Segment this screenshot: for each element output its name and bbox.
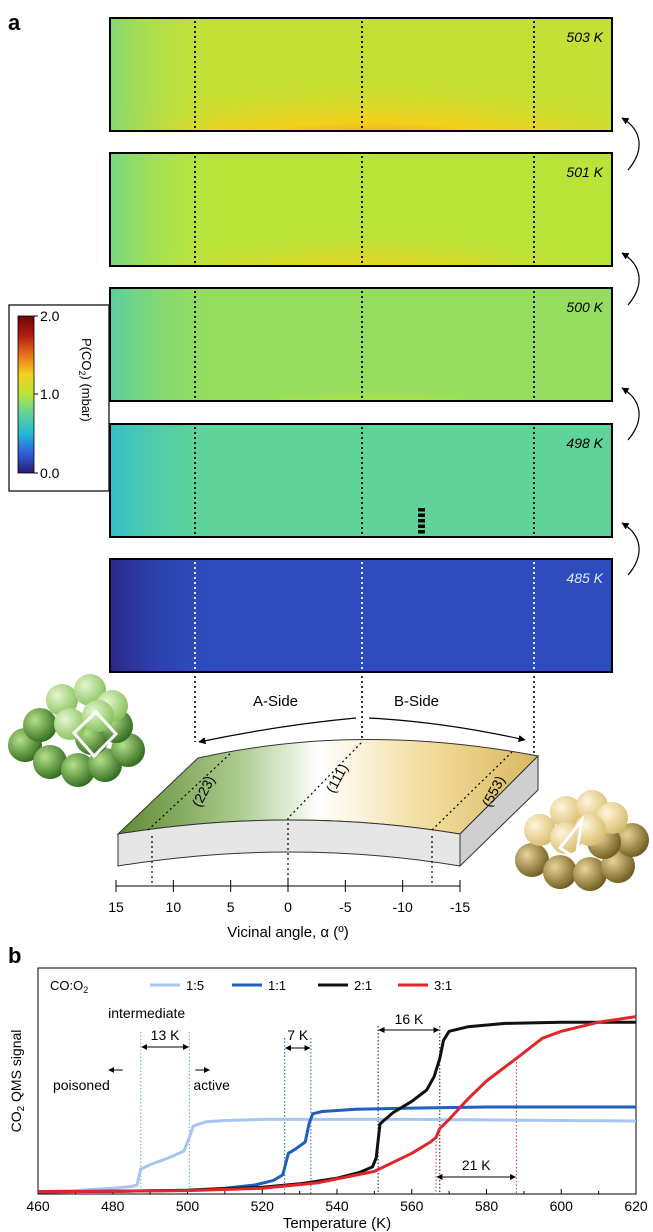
vicinal-angle-axis: 15 10 5 0 -5 -10 -15 Vicinal angle, α (º) (108, 880, 470, 941)
vicinal-tick-label: 15 (108, 899, 124, 915)
x-tick-label: 580 (475, 1198, 499, 1214)
vicinal-tick-label: -10 (393, 899, 413, 915)
vicinal-tick-label: 0 (284, 899, 292, 915)
pressure-map-503k: 503 K (109, 17, 613, 132)
side-a-label: A-Side (253, 693, 298, 710)
vicinal-tick-label: 5 (227, 899, 235, 915)
colorbar-min-label: 0.0 (40, 465, 60, 481)
annotation-16k: 16 K (395, 1011, 424, 1027)
colorbar-title: P(CO2) (mbar) (77, 338, 94, 422)
a-side-step-model (8, 674, 145, 787)
marker-dash (418, 524, 425, 528)
pressure-map-500k: 500 K (109, 287, 613, 402)
legend-entry: 1:1 (268, 978, 286, 993)
map-temperature-label: 503 K (566, 29, 603, 45)
vicinal-tick-label: -5 (339, 899, 352, 915)
x-tick-label: 460 (26, 1198, 50, 1214)
alignment-lines (194, 676, 535, 756)
co2-qms-chart: 460 480 500 520 540 560 580 600 620 intermediate… (8, 967, 648, 1232)
marker-dash (418, 519, 425, 523)
legend: CO:O2 1:5 1:1 2:1 3:1 (50, 978, 452, 995)
x-tick-label: 560 (400, 1198, 424, 1214)
annotation-active: active (193, 1077, 230, 1093)
series-line-1-5 (37, 1117, 637, 1194)
legend-entry: 1:5 (186, 978, 204, 993)
x-tick-label: 480 (101, 1198, 125, 1214)
x-axis-label: Temperature (K) (283, 1215, 391, 1232)
panel-b-label: b (8, 943, 21, 968)
annotation-poisoned: poisoned (53, 1077, 110, 1093)
vicinal-axis-label: Vicinal angle, α (º) (227, 924, 348, 941)
side-a-arrow (198, 717, 357, 745)
pressure-map-485k: 485 K (109, 558, 613, 673)
x-tick-label: 600 (550, 1198, 574, 1214)
series-line-3-1 (37, 1015, 637, 1194)
marker-dash (418, 513, 425, 517)
colorbar: 2.0 1.0 0.0 P(CO2) (mbar) (8, 304, 110, 492)
x-tick-label: 500 (176, 1198, 200, 1214)
map-temperature-label: 498 K (566, 435, 603, 451)
y-axis-label: CO2 QMS signal (8, 1030, 27, 1133)
marker-dash (418, 530, 425, 534)
side-b-arrow (368, 717, 526, 743)
legend-title: CO:O2 (50, 978, 88, 995)
legend-entry: 2:1 (354, 978, 372, 993)
annotation-21k: 21 K (462, 1157, 491, 1173)
map-temperature-label: 501 K (566, 164, 603, 180)
colorbar-mid-label: 1.0 (40, 386, 60, 402)
side-b-label: B-Side (394, 693, 439, 710)
colorbar-gradient (17, 315, 35, 474)
pressure-map-501k: 501 K (109, 152, 613, 267)
progression-arrows (621, 117, 640, 576)
colorbar-max-label: 2.0 (40, 308, 60, 324)
panel-a-label: a (8, 10, 21, 35)
map-temperature-label: 500 K (566, 299, 603, 315)
vicinal-tick-label: 10 (166, 899, 182, 915)
map-temperature-label: 485 K (566, 570, 603, 586)
pressure-maps: 503 K 501 K 500 K 498 K 485 K (109, 17, 613, 673)
x-tick-label: 520 (251, 1198, 275, 1214)
legend-entry: 3:1 (434, 978, 452, 993)
b-side-step-model (515, 790, 649, 891)
pressure-map-498k: 498 K (109, 423, 613, 538)
marker-dash (418, 508, 425, 512)
x-tick-label: 540 (325, 1198, 349, 1214)
curved-crystal: (223) (111) (553) (116, 738, 540, 884)
x-tick-label: 620 (624, 1198, 648, 1214)
plot-frame (37, 967, 637, 1195)
annotation-13k: 13 K (151, 1027, 180, 1043)
side-labels: A-Side B-Side (198, 693, 526, 745)
vicinal-tick-label: -15 (450, 899, 470, 915)
annotation-7k: 7 K (287, 1027, 309, 1043)
annotation-intermediate: intermediate (108, 1005, 185, 1021)
